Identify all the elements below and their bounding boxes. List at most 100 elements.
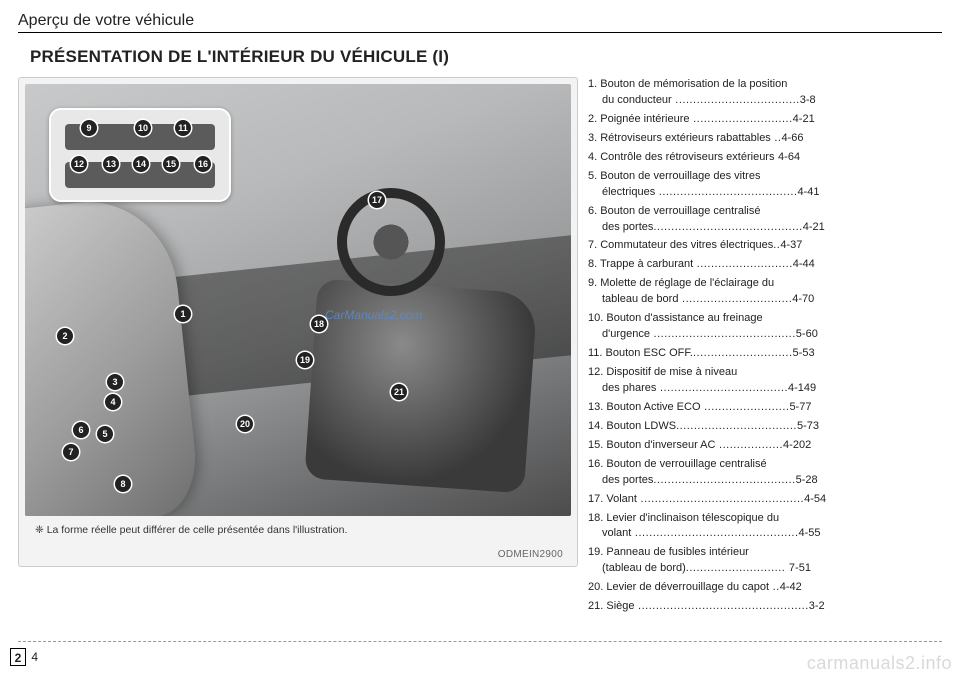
item-dots: ....................................... bbox=[655, 186, 797, 198]
item-label: Poignée intérieure bbox=[600, 113, 689, 125]
item-number: 11. bbox=[588, 347, 606, 359]
callout-19: 19 bbox=[297, 352, 313, 368]
item-dots: ........................ bbox=[701, 401, 790, 413]
item-number: 8. bbox=[588, 258, 600, 270]
item-dots: ............................ bbox=[693, 347, 793, 359]
item-dots: ........................................ bbox=[650, 328, 796, 340]
index-item: 19. Panneau de fusibles intérieur(tablea… bbox=[588, 545, 928, 577]
index-item: 14. Bouton LDWS.........................… bbox=[588, 419, 928, 435]
watermark-inner: CarManuals2.com bbox=[325, 308, 422, 322]
index-item: 17. Volant .............................… bbox=[588, 492, 928, 508]
item-ref: 4-149 bbox=[788, 382, 816, 394]
item-dots: .. bbox=[771, 132, 782, 144]
callout-20: 20 bbox=[237, 416, 253, 432]
item-number: 20. bbox=[588, 581, 606, 593]
page-number: 4 bbox=[31, 648, 38, 666]
item-ref: 4-55 bbox=[799, 527, 821, 539]
item-number: 3. bbox=[588, 132, 600, 144]
item-number: 17. bbox=[588, 493, 606, 505]
item-ref: 4-64 bbox=[778, 151, 800, 163]
content-row: CarManuals2.com 123456789101112131415161… bbox=[18, 77, 942, 618]
figure-box: CarManuals2.com 123456789101112131415161… bbox=[18, 77, 578, 567]
item-ref: 3-2 bbox=[809, 600, 825, 612]
item-dots: ............................... bbox=[678, 293, 792, 305]
index-item: 7. Commutateur des vitres électriques..4… bbox=[588, 238, 928, 254]
index-item: 10. Bouton d'assistance au freinage d'urg… bbox=[588, 311, 928, 343]
index-item: 6. Bouton de verrouillage centralisé des … bbox=[588, 204, 928, 236]
item-subline: d'urgence ..............................… bbox=[588, 327, 928, 343]
item-number: 15. bbox=[588, 439, 606, 451]
item-label: Bouton de verrouillage centralisé bbox=[606, 458, 766, 470]
chapter-number: 2 bbox=[10, 648, 26, 666]
callout-2: 2 bbox=[57, 328, 73, 344]
footer-rule bbox=[18, 641, 942, 642]
item-label: Rétroviseurs extérieurs rabattables bbox=[600, 132, 771, 144]
index-item: 3. Rétroviseurs extérieurs rabattables .… bbox=[588, 131, 928, 147]
index-item: 16. Bouton de verrouillage centralisédes… bbox=[588, 457, 928, 489]
watermark-outer: carmanuals2.info bbox=[807, 653, 952, 674]
item-number: 5. bbox=[588, 170, 600, 182]
item-label: Molette de réglage de l'éclairage du bbox=[600, 277, 774, 289]
item-number: 6. bbox=[588, 205, 600, 217]
callout-6: 6 bbox=[73, 422, 89, 438]
index-item: 15. Bouton d'inverseur AC ..............… bbox=[588, 438, 928, 454]
callout-13: 13 bbox=[103, 156, 119, 172]
item-ref: 4-202 bbox=[783, 439, 811, 451]
item-number: 18. bbox=[588, 512, 606, 524]
callout-3: 3 bbox=[107, 374, 123, 390]
callout-11: 11 bbox=[175, 120, 191, 136]
page-title: PRÉSENTATION DE L'INTÉRIEUR DU VÉHICULE … bbox=[30, 47, 942, 67]
item-number: 7. bbox=[588, 239, 600, 251]
callout-15: 15 bbox=[163, 156, 179, 172]
item-ref: 3-8 bbox=[800, 94, 816, 106]
item-ref: 4-41 bbox=[797, 186, 819, 198]
item-label: Contrôle des rétroviseurs extérieurs bbox=[600, 151, 774, 163]
index-item: 18. Levier d'inclinaison télescopique du… bbox=[588, 511, 928, 543]
item-label: Levier de déverrouillage du capot bbox=[606, 581, 769, 593]
item-number: 13. bbox=[588, 401, 606, 413]
index-item: 4. Contrôle des rétroviseurs extérieurs … bbox=[588, 150, 928, 166]
item-number: 14. bbox=[588, 420, 606, 432]
item-subline: tableau de bord ........................… bbox=[588, 292, 928, 308]
item-subline: des phares .............................… bbox=[588, 381, 928, 397]
item-label: Commutateur des vitres électriques bbox=[600, 239, 773, 251]
index-item: 1. Bouton de mémorisation de la position… bbox=[588, 77, 928, 109]
item-label: Bouton LDWS bbox=[606, 420, 676, 432]
index-item: 20. Levier de déverrouillage du capot ..… bbox=[588, 580, 928, 596]
item-label: Bouton de verrouillage des vitres bbox=[600, 170, 760, 182]
item-label: Bouton de verrouillage centralisé bbox=[600, 205, 760, 217]
item-dots: .................................... bbox=[656, 382, 788, 394]
item-dots: .................. bbox=[715, 439, 783, 451]
item-number: 10. bbox=[588, 312, 606, 324]
item-subline: des portes..............................… bbox=[588, 473, 928, 489]
item-subline: des portes..............................… bbox=[588, 220, 928, 236]
item-number: 1. bbox=[588, 78, 600, 90]
item-number: 4. bbox=[588, 151, 600, 163]
item-label: Bouton d'assistance au freinage bbox=[606, 312, 762, 324]
callout-8: 8 bbox=[115, 476, 131, 492]
callout-4: 4 bbox=[105, 394, 121, 410]
index-item: 11. Bouton ESC OFF......................… bbox=[588, 346, 928, 362]
item-dots: ........................................… bbox=[653, 221, 802, 233]
item-ref: 5-77 bbox=[789, 401, 811, 413]
page-index: 2 4 bbox=[10, 648, 38, 666]
manual-page: Aperçu de votre véhicule PRÉSENTATION DE… bbox=[0, 0, 960, 676]
callout-9: 9 bbox=[81, 120, 97, 136]
item-ref: 5-53 bbox=[793, 347, 815, 359]
item-label: Bouton de mémorisation de la position bbox=[600, 78, 787, 90]
item-label: Dispositif de mise à niveau bbox=[606, 366, 737, 378]
item-ref: 4-54 bbox=[804, 493, 826, 505]
item-ref: 5-28 bbox=[796, 474, 818, 486]
index-item: 12. Dispositif de mise à niveaudes phare… bbox=[588, 365, 928, 397]
item-ref: 4-21 bbox=[793, 113, 815, 125]
callout-7: 7 bbox=[63, 444, 79, 460]
callout-17: 17 bbox=[369, 192, 385, 208]
index-item: 5. Bouton de verrouillage des vitresélec… bbox=[588, 169, 928, 201]
callout-1: 1 bbox=[175, 306, 191, 322]
figure-caption: ❈ La forme réelle peut différer de celle… bbox=[25, 524, 571, 536]
item-dots: ........................................ bbox=[653, 474, 795, 486]
index-item: 8. Trappe à carburant ..................… bbox=[588, 257, 928, 273]
item-label: Bouton d'inverseur AC bbox=[606, 439, 715, 451]
item-subline: volant .................................… bbox=[588, 526, 928, 542]
item-dots: ............................ bbox=[690, 113, 793, 125]
